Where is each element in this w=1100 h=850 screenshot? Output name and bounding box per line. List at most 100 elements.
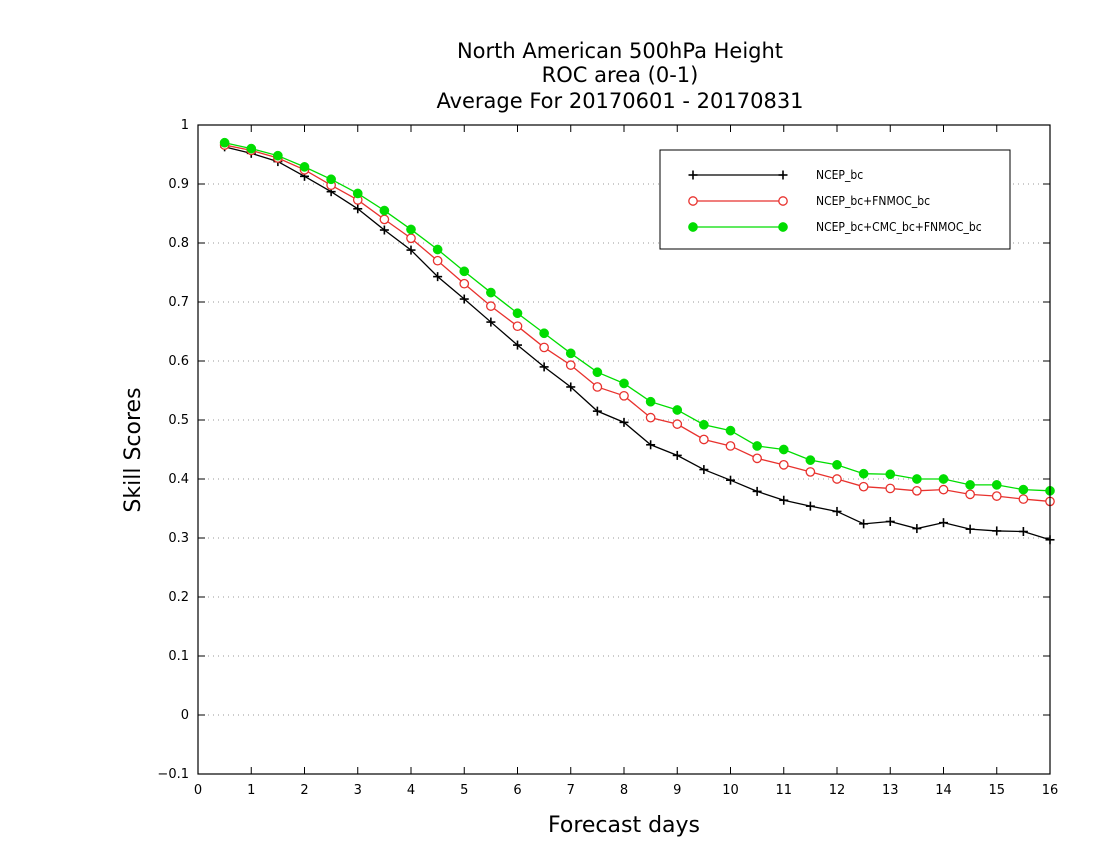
- data-point: [859, 519, 869, 529]
- data-point: [912, 524, 922, 534]
- x-tick-label: 8: [620, 783, 628, 798]
- legend-marker: [778, 196, 788, 206]
- data-point: [1018, 494, 1029, 504]
- data-point: [646, 440, 656, 450]
- data-point: [939, 518, 948, 528]
- data-point: [459, 278, 470, 289]
- x-tick-label: 1: [247, 783, 255, 798]
- data-point: [512, 321, 523, 332]
- data-point: [619, 378, 629, 389]
- x-tick-label: 9: [673, 783, 681, 798]
- data-point: [672, 450, 682, 460]
- data-point: [299, 162, 310, 172]
- data-point: [752, 441, 762, 451]
- legend-marker: [688, 222, 698, 232]
- data-point: [965, 524, 975, 534]
- legend-entry: NCEP_bc: [688, 168, 863, 182]
- data-point: [885, 516, 895, 526]
- data-point: [832, 459, 842, 470]
- data-point: [965, 489, 975, 500]
- data-point: [778, 459, 789, 470]
- data-point: [592, 367, 603, 378]
- x-tick-label: 14: [935, 783, 952, 798]
- data-point: [672, 419, 683, 429]
- data-point: [991, 491, 1002, 501]
- data-point: [326, 174, 336, 185]
- legend-marker: [688, 170, 698, 180]
- data-point: [912, 474, 922, 484]
- y-tick-label: 0.4: [168, 472, 189, 487]
- data-point: [805, 467, 816, 477]
- data-point: [513, 340, 522, 350]
- tick-labels: −0.100.10.20.30.40.50.60.70.80.910 1 2 3 4 5 6…: [157, 118, 1058, 798]
- data-point: [699, 434, 709, 445]
- data-point: [832, 506, 842, 516]
- series-line: [224, 146, 1051, 541]
- data-point: [805, 455, 816, 465]
- data-point: [699, 419, 709, 430]
- data-point: [619, 417, 629, 427]
- gridlines: [198, 183, 1050, 716]
- data-point: [858, 481, 869, 492]
- data-point: [725, 441, 736, 451]
- legend: NCEP_bc NCEP_bc+FNMOC_bc NCEP_bc+CMC_bc+FN…: [659, 149, 1011, 250]
- y-tick-label: 0.3: [168, 531, 189, 546]
- data-point: [459, 266, 470, 277]
- data-point: [699, 465, 709, 475]
- chart-title-line-3: Average For 20170601 - 20170831: [436, 89, 803, 113]
- data-point: [832, 474, 842, 484]
- data-point: [858, 468, 869, 479]
- x-tick-label: 10: [722, 783, 739, 798]
- data-point: [938, 474, 949, 484]
- data-point: [912, 485, 922, 496]
- data-point: [565, 360, 576, 370]
- y-tick-label: 0.6: [168, 354, 189, 369]
- legend-label: NCEP_bc: [816, 168, 863, 182]
- data-point: [938, 484, 949, 495]
- y-tick-label: 0.2: [168, 590, 189, 605]
- data-point: [246, 143, 257, 154]
- data-point: [512, 308, 523, 319]
- data-point: [352, 188, 363, 199]
- y-tick-label: 0.7: [168, 295, 189, 310]
- legend-items: NCEP_bc NCEP_bc+FNMOC_bc NCEP_bc+CMC_bc+FN…: [688, 168, 982, 234]
- x-tick-label: 6: [513, 783, 521, 798]
- data-point: [219, 137, 230, 148]
- data-point: [752, 453, 762, 464]
- y-tick-label: 0: [181, 708, 189, 723]
- data-point: [1018, 527, 1028, 537]
- x-tick-label: 13: [882, 783, 899, 798]
- y-tick-label: 0.9: [168, 177, 189, 192]
- data-point: [885, 483, 896, 494]
- x-tick-label: 11: [775, 783, 792, 798]
- data-point: [379, 214, 390, 225]
- data-point: [991, 480, 1002, 490]
- legend-marker: [688, 196, 698, 206]
- data-point: [406, 233, 416, 244]
- data-point: [752, 486, 762, 496]
- data-point: [992, 526, 1002, 536]
- x-tick-label: 0: [194, 783, 202, 798]
- legend-marker: [778, 222, 788, 232]
- data-point: [353, 204, 363, 214]
- data-point: [779, 495, 789, 505]
- data-point: [486, 301, 496, 311]
- legend-entry: NCEP_bc+FNMOC_bc: [688, 194, 930, 208]
- legend-label: NCEP_bc+CMC_bc+FNMOC_bc: [816, 220, 982, 234]
- x-tick-label: 2: [300, 783, 308, 798]
- data-point: [459, 294, 469, 304]
- data-point: [379, 205, 390, 216]
- data-point: [1018, 484, 1029, 495]
- x-tick-label: 12: [829, 783, 846, 798]
- y-tick-label: 0.8: [168, 236, 189, 251]
- data-point: [539, 342, 549, 353]
- data-point: [406, 245, 416, 255]
- data-point: [539, 362, 549, 372]
- data-point: [432, 244, 443, 255]
- x-tick-label: 7: [567, 783, 575, 798]
- x-tick-label: 4: [407, 783, 415, 798]
- legend-box: [659, 149, 1011, 250]
- data-point: [885, 469, 896, 480]
- data-point: [726, 475, 735, 485]
